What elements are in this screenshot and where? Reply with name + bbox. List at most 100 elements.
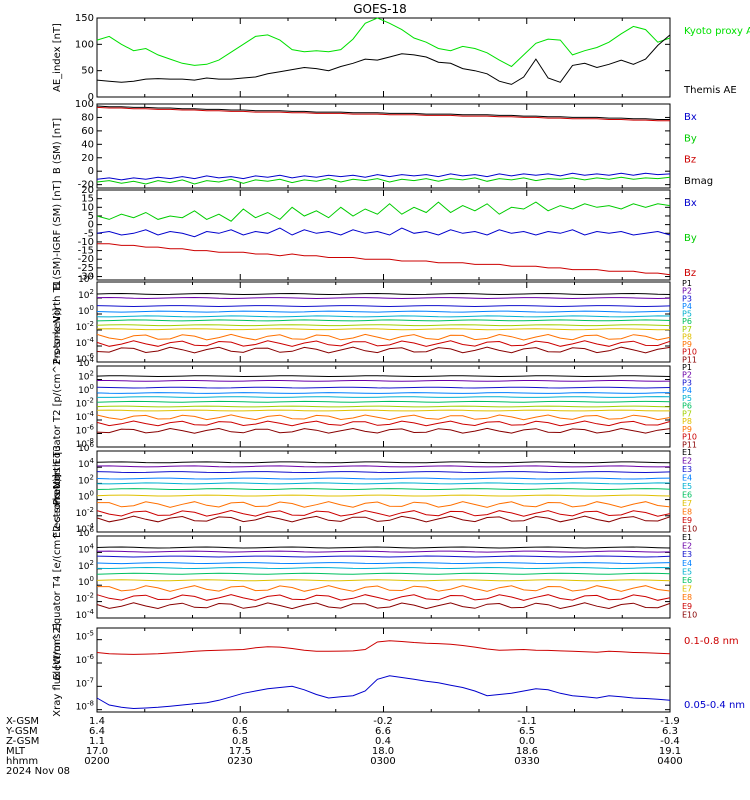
y-tick-label-3: -15 [78,246,94,257]
y-tick-label-5: -5 [84,228,94,239]
footer-value-2-1: 6.6 [375,726,391,737]
tick-exponent: -4 [87,522,95,530]
y-tick-label-0: 10-4 [76,522,95,535]
channel-label-5: E6 [682,491,692,500]
channel-line-9 [96,602,671,610]
y-tick-label-6: 0 [88,220,94,231]
y-axis-label: Protons North T1 [52,280,63,364]
channel-line-5 [96,319,671,322]
tick-base: 10 [78,460,90,470]
channel-line-3 [96,477,671,480]
tick-base: 10 [76,400,88,410]
channel-label-9: P10 [682,433,697,442]
channel-line-6 [96,579,671,582]
y-tick-label-8: 10 [81,202,94,213]
tick-exponent: -2 [87,506,94,514]
channel-label-2: E3 [682,550,692,559]
tick-base: 10 [78,476,90,486]
legend-entry-0: Bx [684,198,697,209]
y-tick-label-1: 10-6 [76,424,95,437]
legend-entry-2: Bz [684,155,696,166]
y-tick-label-0: -30 [78,272,94,283]
tick-base: 10 [76,525,88,535]
channel-line-1 [97,380,671,382]
y-tick-label-0: 10-6 [76,352,95,365]
legend-entry-1: Themis AE [683,85,737,96]
channel-label-6: P7 [682,325,692,334]
channel-line-5 [96,488,671,490]
channel-label-7: P8 [682,332,692,341]
tick-exponent: 0 [90,575,94,583]
y-tick-label-2: 20 [81,153,94,164]
footer-value-2-3: 18.0 [372,746,394,757]
legend-entry-0: Kyoto proxy AE [684,26,750,37]
tick-base: 10 [76,633,88,643]
tick-base: 10 [76,611,88,621]
tick-exponent: 4 [90,272,95,280]
tick-base: 10 [76,355,88,365]
series-line-0 [96,172,671,181]
tick-exponent: 6 [90,441,95,449]
y-tick-label-4: 104 [78,542,94,555]
channel-label-6: P7 [682,409,692,418]
tick-exponent: 4 [90,356,95,364]
footer-value-1-2: 0.8 [232,736,248,747]
tick-base: 10 [78,444,90,454]
tick-base: 10 [76,413,88,423]
footer-value-1-4: 0230 [227,756,252,767]
y-axis-label: Electrons North T3 [52,445,63,538]
series-line-1 [96,675,671,710]
tick-exponent: -7 [87,676,94,684]
channel-label-3: P4 [682,302,692,311]
y-tick-label-2: 100 [78,575,94,588]
series-line-0 [96,227,671,238]
y-axis-label: B (SM) [nT] [52,118,63,174]
channel-label-4: P5 [682,394,692,403]
tick-exponent: 2 [90,288,94,296]
y-tick-label-2: 10-4 [76,410,95,423]
channel-line-10 [96,427,671,434]
y-tick-label-2: 100 [75,39,94,50]
tick-exponent: 6 [90,526,95,534]
series-line-0 [96,17,671,68]
footer-value-0-1: 6.4 [89,726,105,737]
y-tick-label-5: 102 [78,370,94,383]
footer-row-label-2: Z-GSM [6,736,39,747]
tick-exponent: 4 [90,542,95,550]
channel-label-1: E2 [682,542,692,551]
tick-exponent: -4 [87,410,95,418]
y-tick-label-2: 100 [78,490,94,503]
y-tick-label-1: 0 [88,166,94,177]
y-tick-label-10: 20 [81,185,94,196]
legend-entry-3: Bmag [684,176,713,187]
y-tick-label-5: 80 [81,112,94,123]
plot-title: GOES-18 [353,2,407,16]
tick-base: 10 [76,427,88,437]
channel-label-8: P9 [682,425,692,434]
y-tick-label-2: 10-6 [76,653,95,666]
tick-base: 10 [76,595,88,605]
footer-row-label-5: 2024 Nov 08 [6,766,70,777]
y-tick-label-6: 100 [75,99,94,110]
y-tick-label-1: 10-4 [76,336,95,349]
channel-line-5 [96,572,671,575]
y-tick-label-9: 15 [81,194,94,205]
y-axis-label: Xray flux [W/m^2] [52,623,63,717]
channel-label-0: P1 [682,363,692,372]
footer-value-0-3: 17.0 [86,746,108,757]
tick-base: 10 [78,578,90,588]
channel-line-7 [97,501,671,508]
y-tick-label-4: 104 [78,457,94,470]
channel-line-9 [96,515,671,523]
y-tick-label-0: 10-8 [76,437,94,450]
y-tick-label-0: 10-4 [76,608,95,621]
channel-line-6 [96,494,671,497]
series-line-2 [97,243,671,276]
channel-line-2 [96,386,671,389]
channel-line-0 [96,292,671,296]
footer-value-3-4: 0330 [514,756,539,767]
tick-base: 10 [76,323,88,333]
tick-base: 10 [76,656,88,666]
